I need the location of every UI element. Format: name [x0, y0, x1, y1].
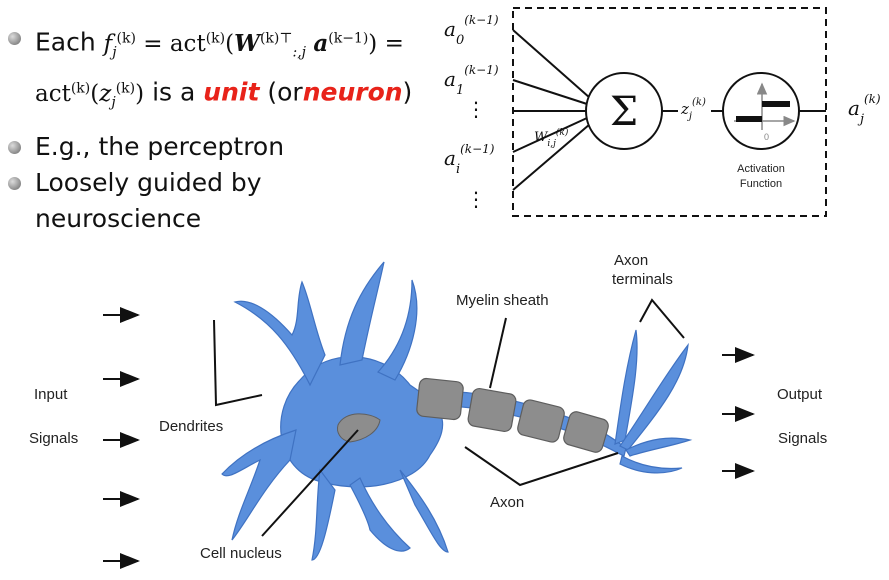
- activation-label-line2: Function: [740, 178, 782, 190]
- input-edge: [512, 79, 588, 105]
- myelin-segment: [467, 387, 517, 433]
- axon-terminals-line1: Axon: [614, 252, 648, 269]
- input-edge: [512, 29, 591, 99]
- dendrite: [399, 469, 449, 553]
- dendrite: [233, 280, 326, 387]
- dendrite: [349, 477, 411, 552]
- bullet-text-each: Each: [35, 27, 96, 57]
- input-label-a0: a0(k−1): [444, 13, 499, 48]
- sigma-icon: Σ: [610, 89, 638, 135]
- neuron-highlight: neuron: [302, 77, 403, 107]
- activation-equation: act(k)(zj(k)): [35, 80, 145, 111]
- unit-equation: fj(k) = act(k)(W(k)⊤:,j a(k−1)): [103, 29, 385, 61]
- input-edge: [512, 123, 591, 191]
- input-signals-line1: Input: [34, 386, 68, 403]
- input-label-ai: ai(k−1): [444, 142, 495, 177]
- input-ellipsis-2: ⋮: [466, 187, 486, 211]
- dendrites-label: Dendrites: [159, 418, 223, 435]
- bullet-dot: [8, 32, 21, 45]
- label-pointers: [213, 298, 685, 537]
- myelin-segment: [416, 377, 464, 421]
- activation-label-line1: Activation: [737, 163, 785, 175]
- perceptron-diagram: a0(k−1) a1(k−1) ⋮ ai(k−1) ⋮ Wi,j(k) Σ zj…: [444, 7, 881, 217]
- dendrite: [221, 429, 297, 541]
- bullet-item-units: Each fj(k) = act(k)(W(k)⊤:,j a(k−1)) =: [8, 20, 428, 70]
- unit-highlight: unit: [203, 77, 260, 107]
- nucleus-pointer: [261, 429, 359, 537]
- output-signals-line2: Signals: [778, 430, 827, 447]
- input-signals-line2: Signals: [29, 430, 78, 447]
- bullet-text-close: ): [402, 77, 413, 107]
- axon-pointer: [464, 446, 619, 487]
- output-label-aj: aj(k): [848, 92, 881, 127]
- bullet-list: Each fj(k) = act(k)(W(k)⊤:,j a(k−1)) = a…: [8, 20, 428, 237]
- myelin-sheath-label: Myelin sheath: [456, 292, 549, 309]
- myelin-sheath: [416, 377, 609, 453]
- axon-terminal: [619, 342, 689, 451]
- bullet-item-neuroscience: Loosely guided by neuroscience: [8, 165, 428, 237]
- bullet-item-perceptron: E.g., the perceptron: [8, 129, 428, 165]
- cell-nucleus-label: Cell nucleus: [200, 545, 282, 562]
- bullet-text-neuroscience: Loosely guided by neuroscience: [35, 167, 262, 233]
- dendrites-pointer: [213, 319, 263, 407]
- myelin-segment: [563, 411, 609, 453]
- output-signals-line1: Output: [777, 386, 823, 403]
- bullet-text-perceptron: E.g., the perceptron: [35, 131, 285, 161]
- equation-equals: =: [384, 30, 404, 57]
- terminals-pointer: [639, 298, 685, 339]
- axon-terminal: [614, 329, 638, 445]
- activation-node: [722, 72, 800, 150]
- z-label: zj(k): [680, 97, 706, 122]
- myelin-pointer: [489, 317, 507, 389]
- myelin-segment: [517, 399, 565, 443]
- axon-terminals-line2: terminals: [612, 271, 673, 288]
- input-edge: [512, 117, 588, 153]
- axon-terminal: [619, 455, 683, 474]
- axon-terminal: [625, 437, 693, 457]
- bullet-item-units-continued: act(k)(zj(k)) is a unit (orneuron): [8, 70, 428, 120]
- bullet-text-is-a: is a: [152, 77, 196, 107]
- input-ellipsis-1: ⋮: [466, 97, 486, 121]
- neuron-diagram: Input Signals Dendrites Myelin sheath Ax…: [29, 252, 827, 569]
- cell-nucleus: [337, 413, 381, 443]
- step-zero-tick: 0: [764, 132, 769, 142]
- bullet-text-or: (or: [267, 77, 303, 107]
- bullet-dot: [8, 140, 21, 154]
- dendrite: [311, 468, 336, 561]
- dendrite: [377, 279, 418, 381]
- input-label-a1: a1(k−1): [444, 63, 499, 98]
- dendrite: [339, 261, 385, 366]
- bullet-dot: [8, 176, 21, 190]
- axon-label: Axon: [490, 494, 524, 511]
